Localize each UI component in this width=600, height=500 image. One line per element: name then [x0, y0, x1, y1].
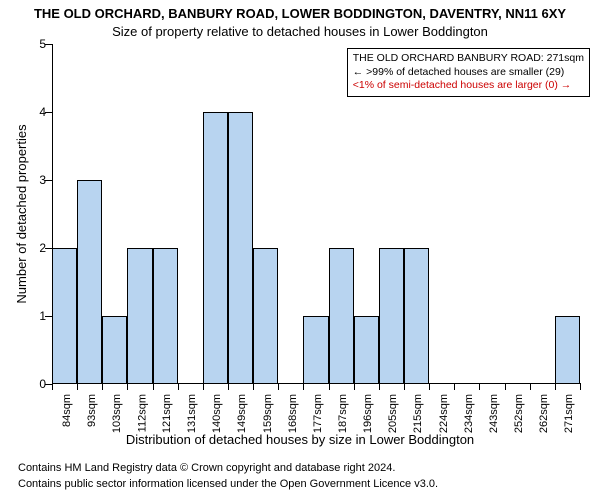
legend-box: THE OLD ORCHARD BANBURY ROAD: 271sqm ← >… — [347, 48, 590, 97]
bar — [127, 248, 152, 384]
x-tick-label: 149sqm — [237, 394, 249, 433]
x-tick — [530, 383, 531, 390]
x-tick — [505, 383, 506, 390]
x-tick-label: 140sqm — [211, 394, 223, 433]
y-tick-label: 2 — [30, 241, 46, 255]
bar — [354, 316, 379, 384]
y-tick-label: 3 — [30, 173, 46, 187]
y-tick — [45, 44, 52, 45]
x-tick-label: 93sqm — [86, 394, 98, 427]
x-tick — [303, 383, 304, 390]
x-tick — [555, 383, 556, 390]
x-tick — [429, 383, 430, 390]
bar — [303, 316, 328, 384]
x-tick-label: 168sqm — [287, 394, 299, 433]
bar — [153, 248, 178, 384]
x-tick-label: 243sqm — [488, 394, 500, 433]
x-axis-label: Distribution of detached houses by size … — [0, 432, 600, 447]
x-tick — [228, 383, 229, 390]
x-tick — [203, 383, 204, 390]
x-tick — [454, 383, 455, 390]
x-tick — [153, 383, 154, 390]
x-tick — [379, 383, 380, 390]
y-tick — [45, 248, 52, 249]
x-tick — [253, 383, 254, 390]
y-axis-label: Number of detached properties — [14, 44, 29, 384]
x-tick-label: 112sqm — [136, 394, 148, 432]
x-tick — [77, 383, 78, 390]
x-tick-label: 196sqm — [362, 394, 374, 433]
title-line1: THE OLD ORCHARD, BANBURY ROAD, LOWER BOD… — [0, 6, 600, 21]
x-tick — [278, 383, 279, 390]
x-tick — [580, 383, 581, 390]
bar — [77, 180, 102, 384]
legend-line3: <1% of semi-detached houses are larger (… — [353, 79, 584, 93]
y-tick — [45, 112, 52, 113]
bar — [228, 112, 253, 384]
x-tick — [404, 383, 405, 390]
x-tick — [102, 383, 103, 390]
x-tick-label: 252sqm — [513, 394, 525, 433]
x-tick-label: 205sqm — [387, 394, 399, 433]
bar — [379, 248, 404, 384]
y-tick — [45, 316, 52, 317]
bar — [203, 112, 228, 384]
x-tick — [479, 383, 480, 390]
x-tick — [178, 383, 179, 390]
y-tick-label: 0 — [30, 377, 46, 391]
footer-line1: Contains HM Land Registry data © Crown c… — [18, 462, 395, 474]
footer-line2: Contains public sector information licen… — [18, 478, 438, 490]
bar — [329, 248, 354, 384]
x-tick-label: 234sqm — [463, 394, 475, 433]
y-tick — [45, 180, 52, 181]
legend-line2: ← >99% of detached houses are smaller (2… — [353, 66, 584, 80]
y-tick-label: 1 — [30, 309, 46, 323]
legend-line1: THE OLD ORCHARD BANBURY ROAD: 271sqm — [353, 52, 584, 66]
x-tick-label: 121sqm — [161, 394, 173, 433]
x-tick-label: 271sqm — [563, 394, 575, 433]
x-tick-label: 177sqm — [312, 394, 324, 433]
x-tick-label: 215sqm — [413, 394, 425, 433]
x-tick-label: 187sqm — [337, 394, 349, 433]
x-tick — [329, 383, 330, 390]
x-tick — [52, 383, 53, 390]
x-tick-label: 262sqm — [538, 394, 550, 433]
bar — [253, 248, 278, 384]
title-line2: Size of property relative to detached ho… — [0, 24, 600, 39]
x-tick — [127, 383, 128, 390]
x-tick-label: 159sqm — [262, 394, 274, 433]
x-tick-label: 103sqm — [111, 394, 123, 433]
x-tick-label: 84sqm — [61, 394, 73, 427]
bar — [404, 248, 429, 384]
x-tick-label: 224sqm — [438, 394, 450, 433]
bar — [555, 316, 580, 384]
y-tick-label: 5 — [30, 37, 46, 51]
bar — [102, 316, 127, 384]
bar — [52, 248, 77, 384]
x-tick — [354, 383, 355, 390]
y-tick-label: 4 — [30, 105, 46, 119]
x-tick-label: 131sqm — [186, 394, 198, 433]
y-tick — [45, 384, 52, 385]
